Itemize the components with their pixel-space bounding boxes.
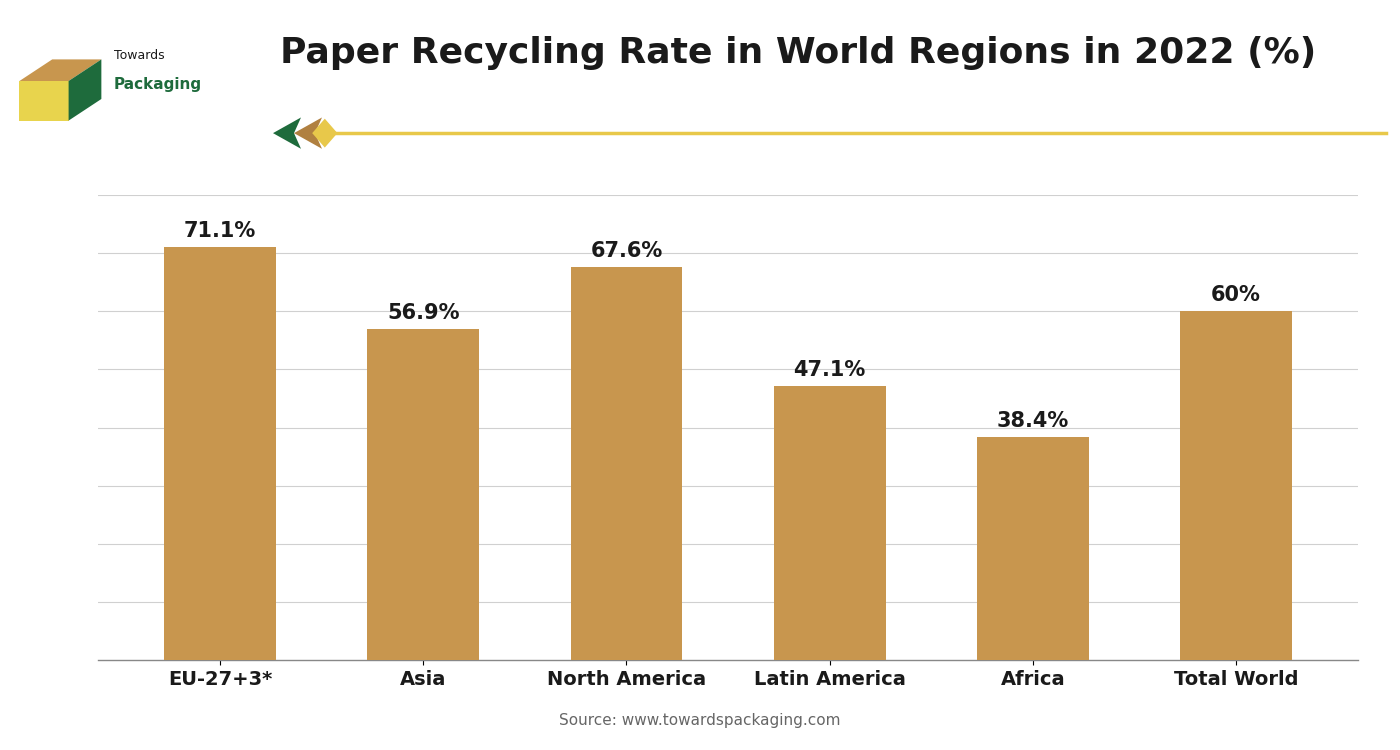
Text: Paper Recycling Rate in World Regions in 2022 (%): Paper Recycling Rate in World Regions in… — [280, 35, 1316, 70]
Polygon shape — [312, 118, 337, 148]
Text: Towards: Towards — [115, 49, 165, 62]
Text: 38.4%: 38.4% — [997, 411, 1070, 431]
Text: 47.1%: 47.1% — [794, 361, 865, 380]
Polygon shape — [69, 59, 101, 121]
Bar — [774, 386, 886, 660]
Bar — [977, 436, 1089, 660]
Text: 56.9%: 56.9% — [386, 304, 459, 323]
Text: 60%: 60% — [1211, 286, 1261, 305]
Text: 71.1%: 71.1% — [183, 221, 256, 241]
Bar — [571, 267, 682, 660]
Polygon shape — [20, 81, 69, 121]
Polygon shape — [273, 118, 301, 148]
Bar — [1180, 311, 1292, 660]
Text: 67.6%: 67.6% — [591, 242, 662, 261]
Polygon shape — [20, 59, 101, 81]
Text: Packaging: Packaging — [115, 77, 202, 92]
Polygon shape — [294, 118, 322, 148]
Text: Source: www.towardspackaging.com: Source: www.towardspackaging.com — [559, 712, 841, 728]
Bar — [164, 247, 276, 660]
Bar — [367, 329, 479, 660]
